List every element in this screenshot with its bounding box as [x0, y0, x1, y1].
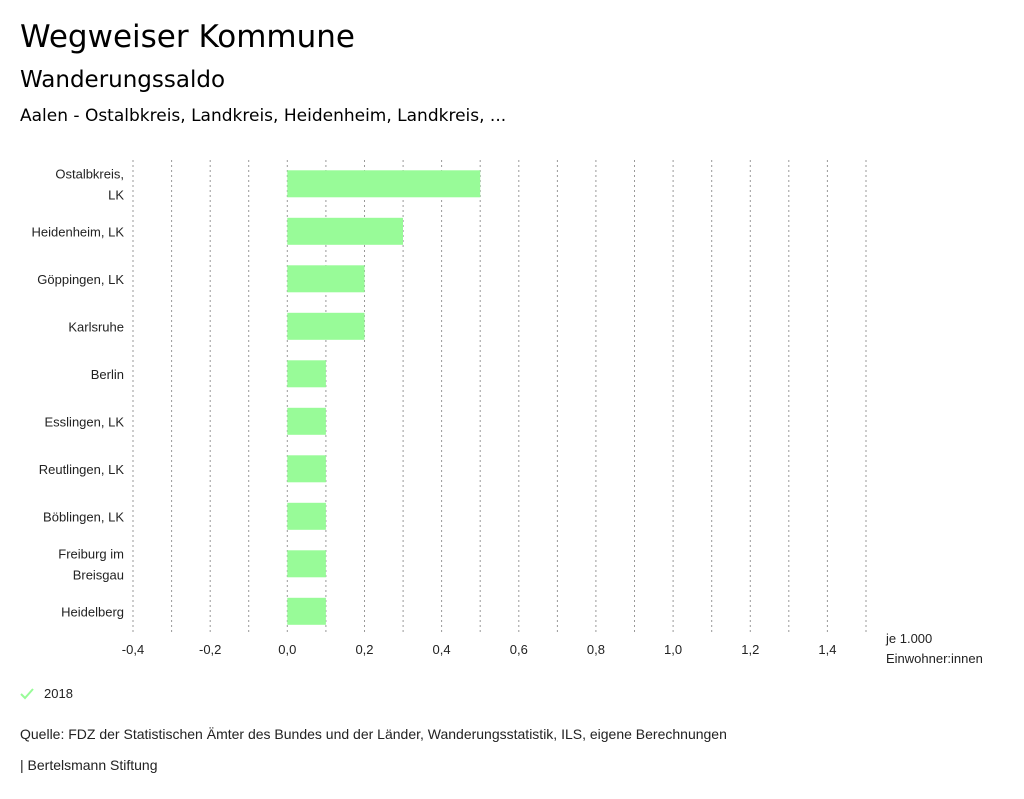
brand-note: | Bertelsmann Stiftung	[20, 757, 158, 773]
axis-unit-line-1: je 1.000	[886, 631, 933, 646]
x-tick-label: 0,2	[355, 642, 373, 657]
chart-subtitle: Wanderungssaldo	[20, 67, 226, 93]
x-tick-label: 0,6	[510, 642, 528, 657]
x-tick-label: 0,4	[433, 642, 451, 657]
x-tick-label: 1,2	[741, 642, 759, 657]
category-label: Böblingen, LK	[43, 509, 124, 524]
x-tick-label: 1,4	[818, 642, 836, 657]
axis-unit-line-2: Einwohner:innen	[886, 651, 983, 666]
bar	[287, 360, 326, 388]
legend-item-2018[interactable]: 2018	[20, 686, 73, 701]
axis-unit-label: je 1.000 Einwohner:innen	[886, 629, 1006, 669]
bar	[287, 550, 326, 578]
category-label: Karlsruhe	[68, 319, 124, 334]
x-tick-label: -0,4	[122, 642, 144, 657]
x-tick-label: 0,0	[278, 642, 296, 657]
bar	[287, 265, 365, 293]
bar	[287, 597, 326, 625]
category-label: Reutlingen, LK	[39, 462, 125, 477]
check-icon	[20, 687, 34, 699]
bar	[287, 170, 481, 198]
category-label: Freiburg im Breisgau	[58, 546, 124, 582]
bar	[287, 502, 326, 530]
category-label: Heidenheim, LK	[32, 224, 125, 239]
category-label: Berlin	[91, 367, 124, 382]
category-label: Heidelberg	[61, 604, 124, 619]
bar	[287, 455, 326, 483]
region-label: Aalen - Ostalbkreis, Landkreis, Heidenhe…	[20, 106, 507, 126]
source-note: Quelle: FDZ der Statistischen Ämter des …	[20, 726, 727, 742]
x-tick-label: -0,2	[199, 642, 221, 657]
x-tick-label: 1,0	[664, 642, 682, 657]
bar-chart: Ostalbkreis, LK Heidenheim, LK Göppingen, L…	[32, 160, 867, 657]
bar	[287, 407, 326, 435]
category-label: Ostalbkreis, LK	[55, 166, 124, 202]
legend-label: 2018	[44, 686, 73, 701]
bar	[287, 217, 403, 245]
category-label: Esslingen, LK	[45, 414, 125, 429]
x-tick-label: 0,8	[587, 642, 605, 657]
category-label: Göppingen, LK	[37, 272, 124, 287]
chart-title: Wegweiser Kommune	[20, 19, 355, 55]
bar	[287, 312, 365, 340]
